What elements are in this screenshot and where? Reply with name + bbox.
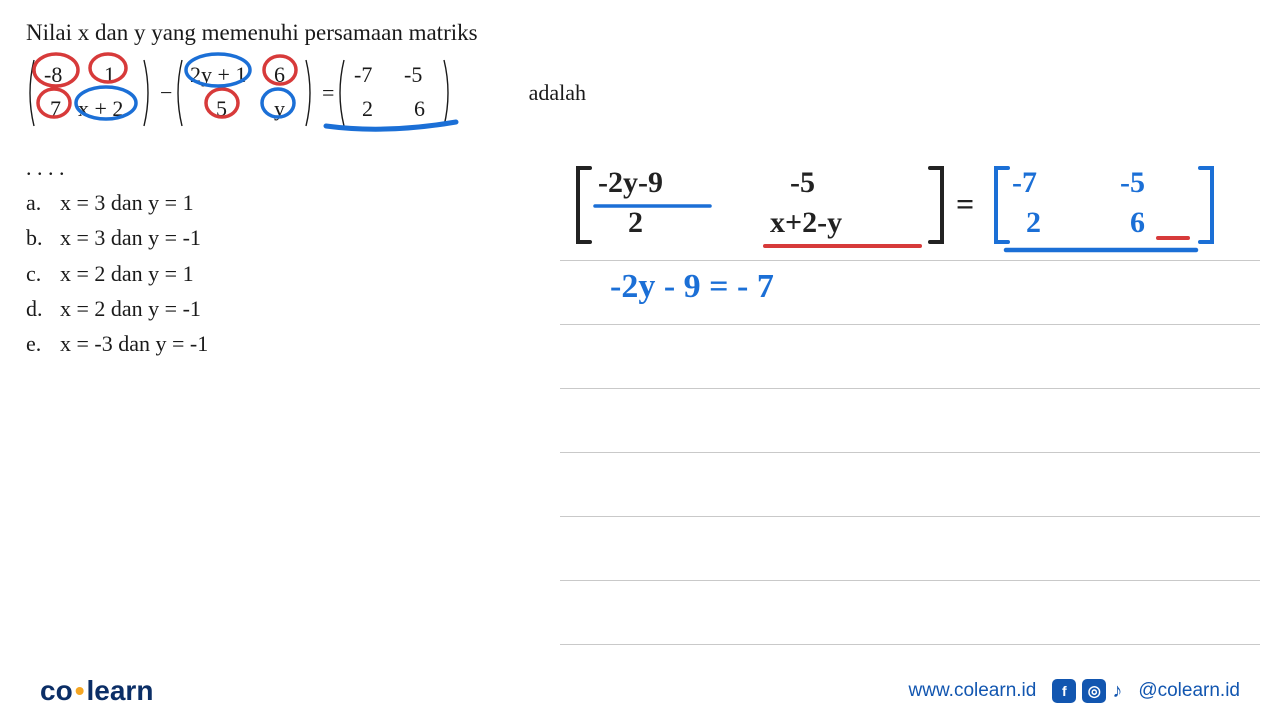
mb-10: 5 [216, 96, 227, 121]
mb-01: 6 [274, 62, 285, 87]
option-c: c.x = 2 dan y = 1 [26, 256, 586, 291]
ma-11: x + 2 [78, 96, 123, 121]
ma-01: 1 [104, 62, 115, 87]
footer-url: www.colearn.id [909, 680, 1037, 702]
logo-learn: learn [87, 675, 154, 706]
tiktok-icon: ♪ [1112, 680, 1122, 703]
hw-r-lt: -7 [1012, 166, 1037, 200]
hw-rt: -5 [790, 166, 815, 200]
social-icons: f ◎ ♪ [1052, 679, 1122, 703]
ma-00: -8 [44, 62, 62, 87]
instagram-icon: ◎ [1082, 679, 1106, 703]
hw-r-lb: 2 [1026, 206, 1041, 240]
ruled-lines [560, 260, 1260, 708]
svg-text:=: = [322, 80, 334, 105]
mb-11: y [274, 96, 285, 121]
hw-line2: -2y - 9 = - 7 [610, 268, 774, 306]
hw-lb: 2 [628, 206, 643, 240]
mb-00: 2y + 1 [190, 62, 246, 87]
facebook-icon: f [1052, 679, 1076, 703]
option-a: a.x = 3 dan y = 1 [26, 185, 586, 220]
svg-text:−: − [160, 80, 172, 105]
question-title: Nilai x dan y yang memenuhi persamaan ma… [26, 20, 586, 46]
logo: co•learn [40, 675, 153, 707]
hw-lt: -2y-9 [598, 166, 663, 200]
footer: co•learn www.colearn.id f ◎ ♪ @colearn.i… [0, 662, 1280, 720]
mc-11: 6 [414, 96, 425, 121]
mc-00: -7 [354, 62, 372, 87]
option-e: e.x = -3 dan y = -1 [26, 326, 586, 361]
logo-dot-icon: • [73, 675, 87, 706]
footer-right: www.colearn.id f ◎ ♪ @colearn.id [909, 679, 1240, 703]
option-d: d.x = 2 dan y = -1 [26, 291, 586, 326]
after-text: adalah [529, 80, 586, 106]
footer-handle: @colearn.id [1138, 680, 1240, 702]
question-block: Nilai x dan y yang memenuhi persamaan ma… [26, 20, 586, 361]
dots: . . . . [26, 150, 586, 185]
hw-eq: = [956, 186, 974, 223]
logo-co: co [40, 675, 73, 706]
mc-10: 2 [362, 96, 373, 121]
ma-10: 7 [50, 96, 61, 121]
matrix-equation: -8 1 7 x + 2 − 2y + 1 6 5 y = [26, 54, 586, 132]
hw-r-rt: -5 [1120, 166, 1145, 200]
hw-r-rb: 6 [1130, 206, 1145, 240]
mc-01: -5 [404, 62, 422, 87]
hw-rb: x+2-y [770, 206, 842, 240]
option-b: b.x = 3 dan y = -1 [26, 220, 586, 255]
matrix-svg: -8 1 7 x + 2 − 2y + 1 6 5 y = [26, 54, 519, 132]
options-list: . . . . a.x = 3 dan y = 1 b.x = 3 dan y … [26, 150, 586, 361]
